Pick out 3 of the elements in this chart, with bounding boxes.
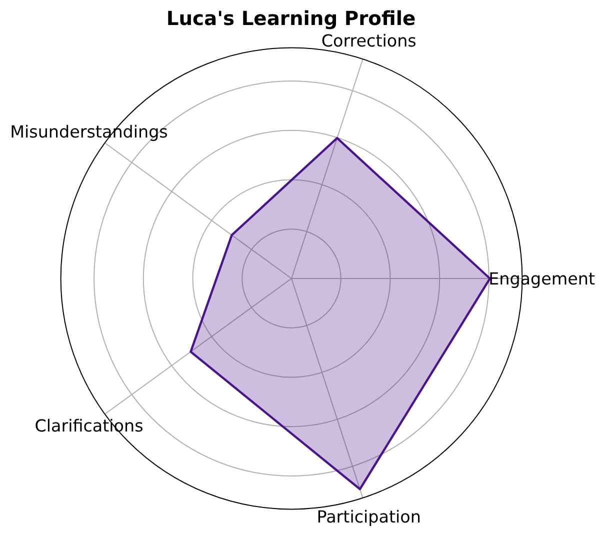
chart-title: Luca's Learning Profile — [166, 7, 416, 30]
spoke-label: Corrections — [321, 30, 416, 50]
spoke-label: Participation — [316, 506, 421, 527]
